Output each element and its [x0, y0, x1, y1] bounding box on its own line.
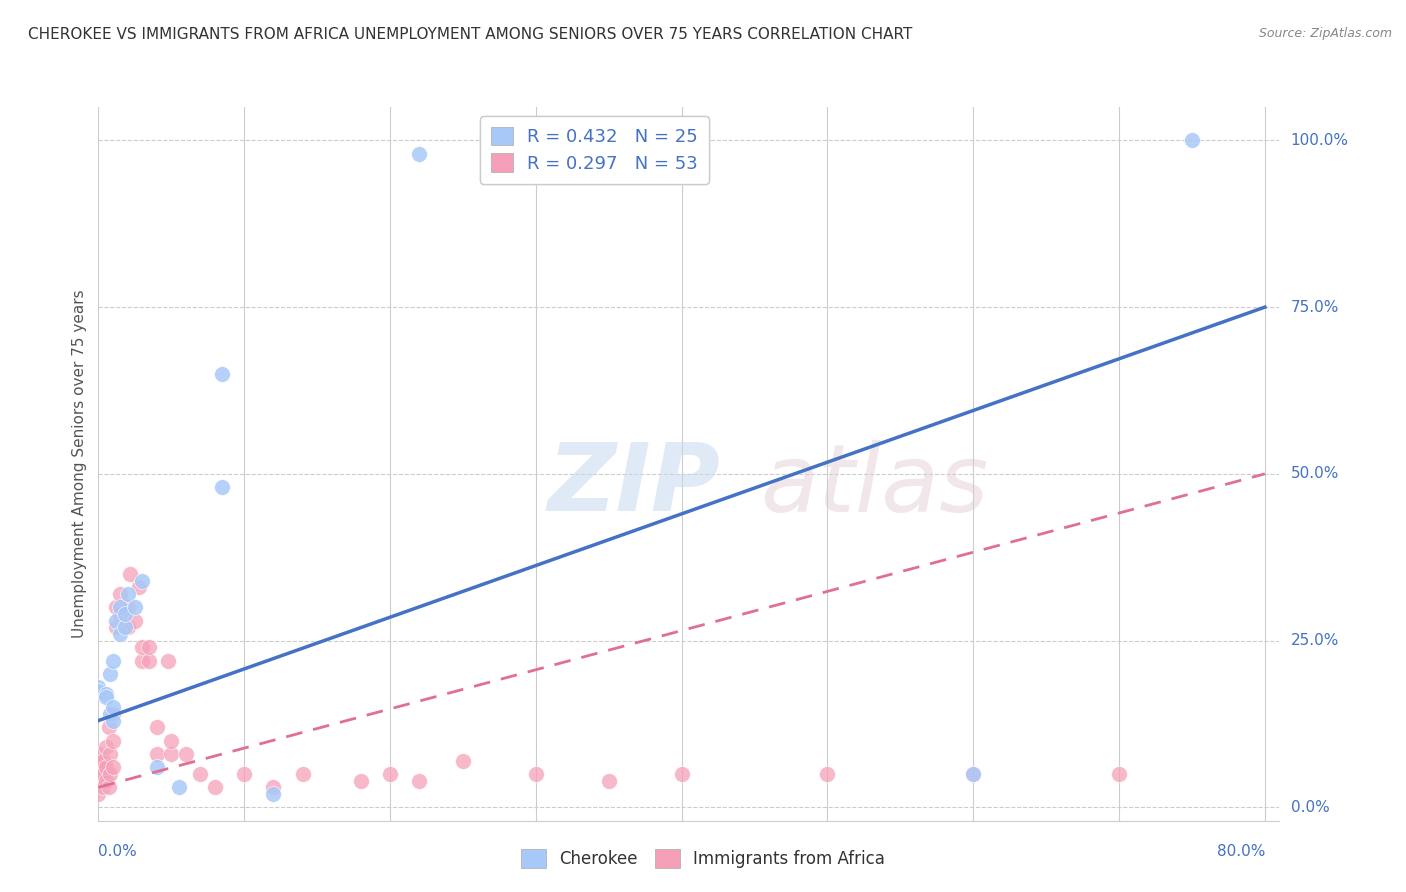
Point: [350, 773, 373, 788]
Point: [598, 773, 620, 788]
Text: 50.0%: 50.0%: [1291, 467, 1339, 482]
Point: [160, 747, 183, 761]
Point: [98, 667, 121, 681]
Point: [110, 600, 132, 615]
Point: [962, 767, 984, 781]
Point: [524, 767, 547, 781]
Point: [87, 787, 110, 801]
Point: [98, 767, 121, 781]
Point: [145, 747, 167, 761]
Point: [94, 687, 117, 701]
Point: [91, 780, 114, 795]
Legend: Cherokee, Immigrants from Africa: Cherokee, Immigrants from Africa: [515, 843, 891, 875]
Text: ZIP: ZIP: [547, 439, 720, 532]
Point: [98, 706, 121, 721]
Point: [101, 733, 124, 747]
Point: [131, 640, 153, 655]
Point: [87, 773, 110, 788]
Point: [97, 780, 120, 795]
Point: [190, 767, 212, 781]
Point: [138, 654, 160, 668]
Text: 75.0%: 75.0%: [1291, 300, 1339, 315]
Point: [98, 747, 121, 761]
Point: [167, 780, 190, 795]
Point: [114, 620, 136, 634]
Point: [145, 760, 167, 774]
Point: [817, 767, 839, 781]
Point: [211, 367, 233, 381]
Point: [104, 600, 127, 615]
Point: [451, 754, 474, 768]
Point: [204, 780, 226, 795]
Point: [94, 773, 117, 788]
Point: [131, 654, 153, 668]
Point: [101, 654, 124, 668]
Point: [211, 480, 233, 494]
Point: [87, 680, 110, 694]
Text: 25.0%: 25.0%: [1291, 633, 1339, 648]
Point: [87, 683, 110, 698]
Point: [131, 574, 153, 588]
Point: [1181, 133, 1204, 147]
Point: [378, 767, 401, 781]
Point: [117, 587, 139, 601]
Point: [174, 747, 197, 761]
Point: [91, 754, 114, 768]
Point: [671, 767, 693, 781]
Text: 0.0%: 0.0%: [1291, 800, 1329, 814]
Text: Source: ZipAtlas.com: Source: ZipAtlas.com: [1258, 27, 1392, 40]
Point: [94, 740, 117, 755]
Point: [291, 767, 314, 781]
Point: [1108, 767, 1130, 781]
Point: [101, 700, 124, 714]
Point: [124, 600, 146, 615]
Point: [114, 620, 136, 634]
Point: [114, 607, 136, 621]
Point: [94, 760, 117, 774]
Point: [110, 587, 132, 601]
Point: [138, 640, 160, 655]
Legend: R = 0.432   N = 25, R = 0.297   N = 53: R = 0.432 N = 25, R = 0.297 N = 53: [481, 116, 709, 184]
Y-axis label: Unemployment Among Seniors over 75 years: Unemployment Among Seniors over 75 years: [72, 290, 87, 638]
Point: [233, 767, 256, 781]
Point: [160, 733, 183, 747]
Text: 80.0%: 80.0%: [1216, 844, 1265, 859]
Point: [87, 754, 110, 768]
Point: [128, 580, 150, 594]
Point: [101, 706, 124, 721]
Point: [110, 627, 132, 641]
Point: [104, 614, 127, 628]
Point: [101, 714, 124, 728]
Point: [87, 760, 110, 774]
Point: [91, 767, 114, 781]
Point: [157, 654, 180, 668]
Point: [262, 780, 284, 795]
Point: [262, 787, 284, 801]
Point: [97, 720, 120, 734]
Point: [104, 620, 127, 634]
Point: [962, 767, 984, 781]
Point: [87, 747, 110, 761]
Point: [117, 600, 139, 615]
Text: 100.0%: 100.0%: [1291, 133, 1348, 148]
Text: CHEROKEE VS IMMIGRANTS FROM AFRICA UNEMPLOYMENT AMONG SENIORS OVER 75 YEARS CORR: CHEROKEE VS IMMIGRANTS FROM AFRICA UNEMP…: [28, 27, 912, 42]
Point: [120, 566, 142, 581]
Text: 0.0%: 0.0%: [98, 844, 138, 859]
Point: [110, 607, 132, 621]
Point: [145, 720, 167, 734]
Point: [94, 690, 117, 705]
Text: atlas: atlas: [759, 440, 988, 531]
Point: [408, 146, 430, 161]
Point: [117, 620, 139, 634]
Point: [101, 760, 124, 774]
Point: [124, 614, 146, 628]
Point: [408, 773, 430, 788]
